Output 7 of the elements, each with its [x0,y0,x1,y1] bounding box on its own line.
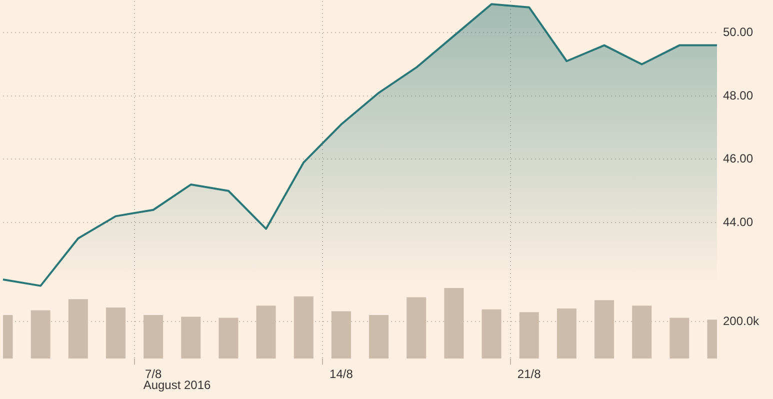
y-tick-label: 44.00 [723,214,754,229]
x-tick-label: 14/8 [330,367,354,382]
y2-tick-label: 200.0k [723,314,760,328]
y-tick-label: 46.00 [723,152,754,166]
y-tick-label: 48.00 [723,88,754,102]
y-tick-label: 50.00 [723,24,754,39]
x-tick-label: 21/8 [517,367,542,382]
